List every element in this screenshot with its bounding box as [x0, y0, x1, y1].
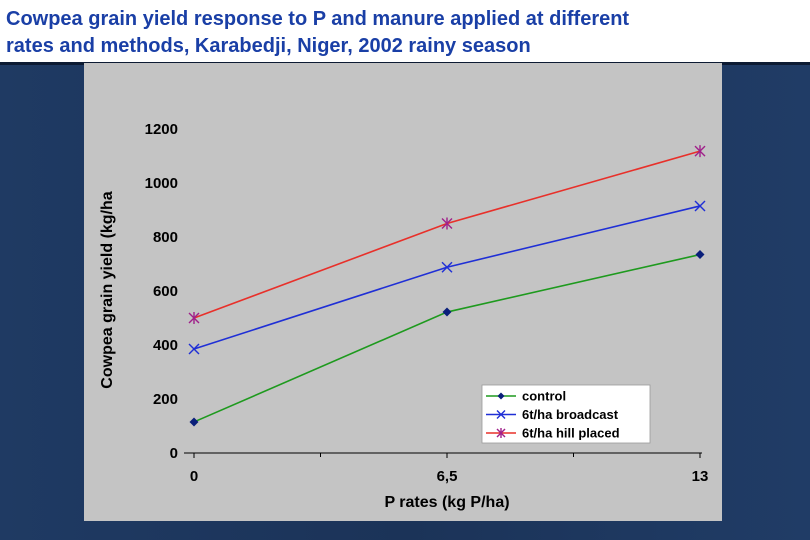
y-tick-label: 600 [153, 283, 178, 300]
data-point [694, 200, 706, 212]
slide-title-line-1: Cowpea grain yield response to P and man… [6, 8, 630, 30]
legend-item: control [486, 389, 566, 404]
y-tick-label: 200 [153, 391, 178, 408]
y-tick-label: 800 [153, 229, 178, 246]
chart-panel [84, 63, 722, 521]
data-point [496, 410, 506, 419]
slide-title-line-2: rates and methods, Karabedji, Niger, 200… [6, 35, 531, 57]
series-line [193, 150, 701, 319]
legend-label: 6t/ha hill placed [522, 426, 620, 441]
y-tick-label: 0 [170, 445, 178, 462]
y-axis-title: Cowpea grain yield (kg/ha [99, 191, 116, 388]
series-6t-ha-hill-placed [188, 145, 706, 324]
y-tick-label: 400 [153, 337, 178, 354]
data-point-stroke [188, 343, 200, 355]
data-point [188, 343, 200, 355]
data-point [496, 428, 506, 438]
data-point [441, 217, 453, 230]
legend-label: control [522, 389, 566, 404]
x-tick-label: 6,5 [437, 468, 458, 485]
legend-item: 6t/ha hill placed [486, 426, 620, 441]
data-point-stroke [694, 200, 706, 212]
x-tick-label: 0 [190, 468, 198, 485]
data-point [441, 261, 453, 273]
data-point [694, 145, 706, 158]
y-tick-label: 1200 [145, 121, 178, 138]
data-point [189, 417, 199, 427]
x-axis-title: P rates (kg P/ha) [384, 494, 509, 511]
data-point-stroke [496, 410, 506, 419]
legend-item: 6t/ha broadcast [486, 407, 619, 422]
legend-label: 6t/ha broadcast [522, 407, 619, 422]
data-point [695, 250, 705, 260]
y-tick-label: 1000 [145, 175, 178, 192]
x-tick-label: 13 [692, 468, 709, 485]
series-control [189, 250, 705, 427]
data-point-stroke [441, 261, 453, 273]
slide-title: Cowpea grain yield response to P and man… [6, 6, 806, 60]
series-6t-ha-broadcast [188, 200, 706, 355]
data-point [497, 392, 505, 400]
data-point [188, 312, 200, 324]
data-point [442, 307, 452, 317]
